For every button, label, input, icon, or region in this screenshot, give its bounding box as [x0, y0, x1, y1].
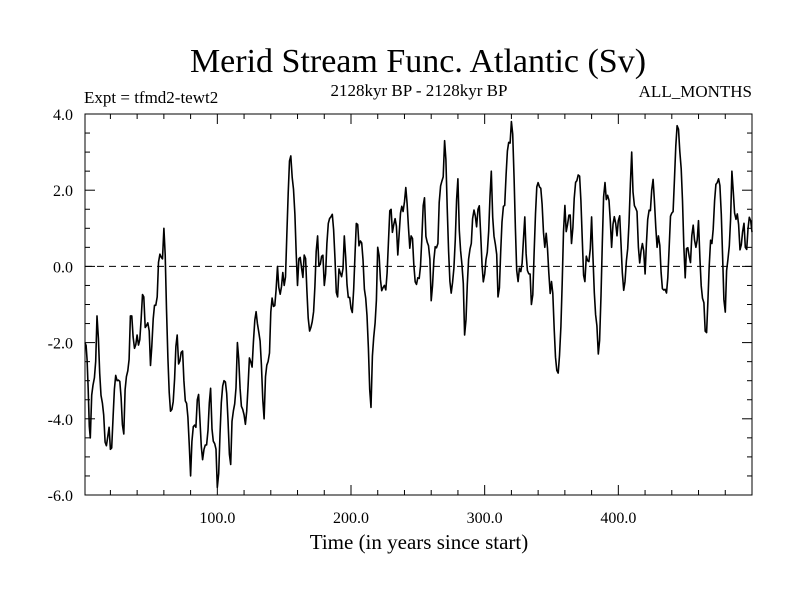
- series-line-0: [84, 120, 753, 489]
- period-label: 2128kyr BP - 2128kyr BP: [331, 81, 508, 100]
- chart-title: Merid Stream Func. Atlantic (Sv): [190, 43, 646, 80]
- x-tick-label: 400.0: [600, 510, 636, 527]
- tick-labels: 100.0 200.0 300.0 400.0 -6.0 -4.0 -2.0 0.0 2.0 4.…: [48, 107, 637, 527]
- y-tick-label: -6.0: [48, 488, 73, 505]
- y-tick-label: 2.0: [53, 183, 73, 200]
- x-tick-label: 200.0: [333, 510, 369, 527]
- axis-ticks: [85, 113, 752, 496]
- plot-area: [84, 113, 753, 496]
- y-tick-label: 4.0: [53, 107, 73, 124]
- x-axis-label: Time (in years since start): [310, 530, 529, 554]
- y-tick-label: 0.0: [53, 259, 73, 276]
- expt-label: Expt = tfmd2-tewt2: [84, 88, 218, 107]
- months-label: ALL_MONTHS: [639, 82, 752, 101]
- x-tick-label: 100.0: [199, 510, 235, 527]
- plot-frame: [84, 113, 753, 496]
- x-tick-label: 300.0: [467, 510, 503, 527]
- y-tick-label: -2.0: [48, 336, 73, 353]
- y-tick-label: -4.0: [48, 412, 73, 429]
